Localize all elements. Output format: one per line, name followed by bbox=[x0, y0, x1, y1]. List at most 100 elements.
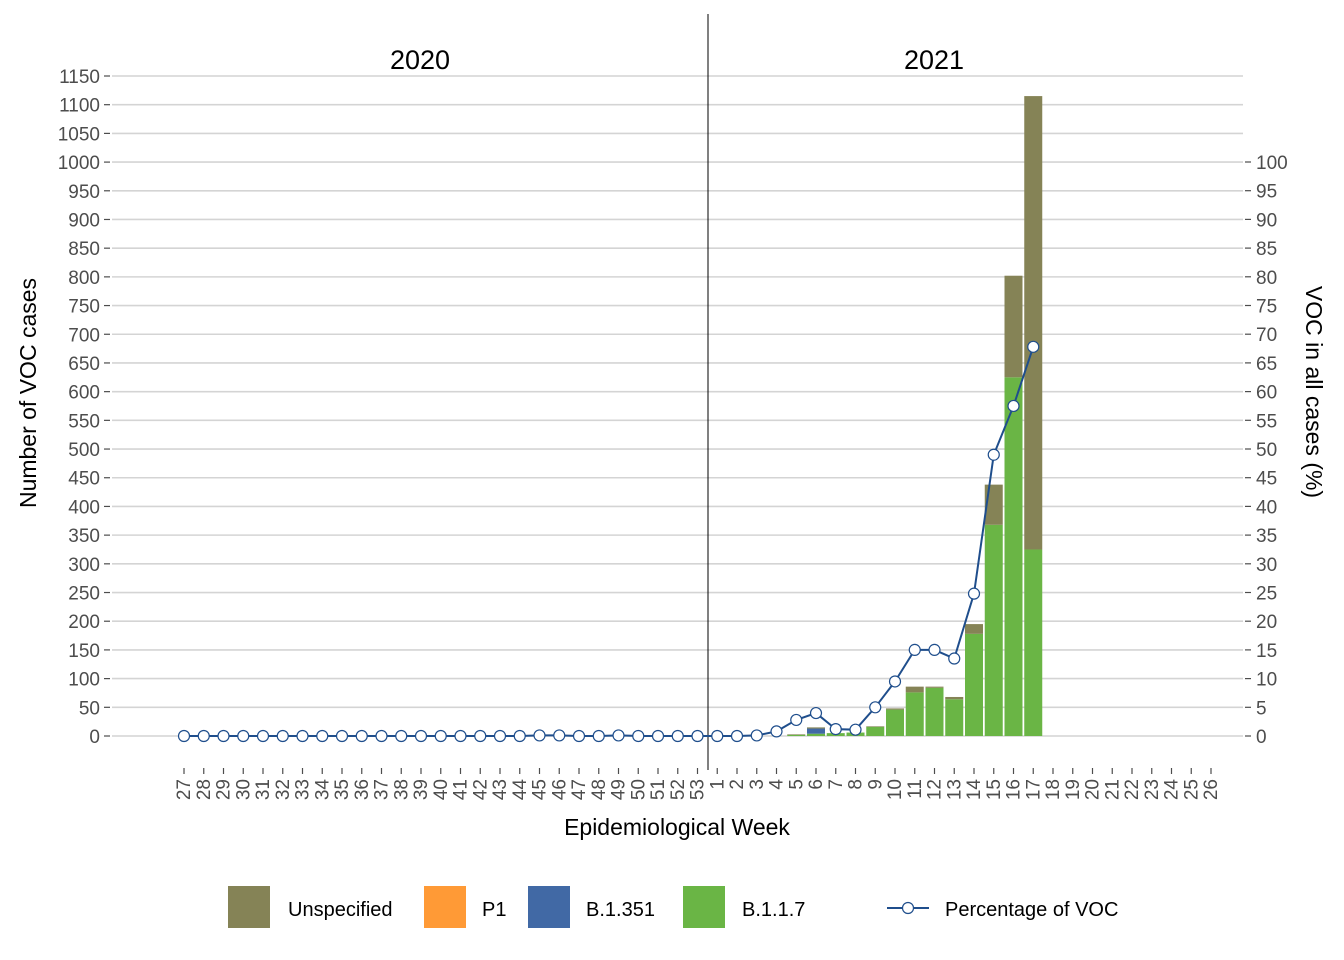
bar-segment bbox=[945, 696, 964, 700]
percentage-point bbox=[888, 675, 902, 688]
bar-segment bbox=[1024, 549, 1043, 736]
x-tick-label: 29 bbox=[214, 779, 235, 800]
y-tick-label: 1100 bbox=[59, 96, 100, 117]
legend-label: Unspecified bbox=[288, 899, 393, 921]
percentage-point bbox=[612, 729, 625, 742]
percentage-point bbox=[434, 729, 447, 743]
y2-tick-label: 20 bbox=[1256, 612, 1277, 633]
bar-segment bbox=[807, 733, 825, 736]
y2-tick-label: 5 bbox=[1256, 698, 1267, 719]
percentage-point bbox=[809, 706, 823, 720]
x-tick-label: 32 bbox=[273, 779, 294, 800]
percentage-point bbox=[632, 729, 645, 743]
y2-tick-label: 30 bbox=[1256, 555, 1277, 576]
x-tick-label: 23 bbox=[1142, 779, 1163, 800]
x-tick-label: 25 bbox=[1181, 779, 1202, 800]
y-axis-ticks: 0 50 100 150 200 250 300 350 400 450 500 550 600 650 7… bbox=[58, 67, 110, 748]
bar-segment bbox=[807, 727, 825, 729]
x-tick-label: 20 bbox=[1083, 779, 1104, 800]
x-tick-label: 9 bbox=[865, 779, 886, 790]
x-tick-label: 14 bbox=[964, 779, 985, 801]
percentage-point bbox=[414, 729, 428, 743]
legend-label: B.1.1.7 bbox=[742, 899, 805, 921]
y-tick-label: 1150 bbox=[59, 67, 100, 88]
x-tick-label: 11 bbox=[905, 779, 926, 799]
y-tick-label: 1000 bbox=[58, 153, 100, 174]
bar-segment bbox=[807, 728, 825, 734]
bar-segment bbox=[925, 686, 944, 688]
y2-tick-label: 15 bbox=[1256, 641, 1277, 662]
y-tick-label: 850 bbox=[68, 239, 100, 260]
x-tick-label: 16 bbox=[1004, 779, 1025, 800]
x-tick-label: 50 bbox=[628, 779, 649, 800]
percentage-point bbox=[671, 729, 684, 743]
y2-tick-label: 90 bbox=[1256, 210, 1277, 231]
bar-segment bbox=[1024, 96, 1043, 550]
percentage-point bbox=[355, 729, 368, 743]
percentage-point bbox=[256, 729, 270, 743]
percentage-point bbox=[987, 448, 1000, 461]
gridlines bbox=[112, 75, 1243, 737]
y-tick-label: 150 bbox=[68, 641, 100, 662]
y2-tick-label: 55 bbox=[1256, 411, 1277, 432]
legend-point-key bbox=[901, 901, 915, 915]
x-tick-label: 15 bbox=[984, 779, 1005, 800]
bar-segment bbox=[866, 726, 885, 736]
bar-segment bbox=[886, 708, 904, 710]
percentage-point bbox=[217, 729, 230, 743]
percentage-point bbox=[474, 729, 487, 743]
x-tick-label: 8 bbox=[846, 779, 867, 790]
x-tick-label: 28 bbox=[194, 779, 215, 800]
percentage-point bbox=[651, 729, 665, 743]
x-tick-label: 30 bbox=[233, 779, 254, 800]
x-tick-label: 46 bbox=[549, 779, 570, 800]
y2-axis-ticks: 0 5 10 15 20 25 30 35 40 45 50 55 60 65 70 75 80 85 90 95 10… bbox=[1245, 153, 1288, 748]
y2-tick-label: 60 bbox=[1256, 383, 1277, 404]
x-tick-label: 45 bbox=[530, 779, 551, 800]
x-tick-label: 35 bbox=[332, 779, 353, 800]
x-tick-label: 12 bbox=[925, 779, 946, 800]
percentage-point bbox=[316, 729, 329, 743]
x-tick-label: 10 bbox=[885, 779, 906, 800]
x-tick-label: 2 bbox=[727, 779, 748, 790]
y-tick-label: 0 bbox=[89, 727, 100, 748]
bar-segment bbox=[1004, 377, 1023, 736]
y2-tick-label: 25 bbox=[1256, 584, 1277, 605]
x-tick-label: 3 bbox=[747, 779, 768, 790]
percentage-line bbox=[177, 340, 1040, 743]
percentage-point bbox=[1007, 399, 1020, 413]
y-tick-label: 1050 bbox=[58, 124, 100, 145]
bar-segment bbox=[905, 686, 924, 693]
y2-tick-label: 50 bbox=[1256, 440, 1277, 461]
percentage-point bbox=[592, 729, 605, 743]
percentage-point bbox=[533, 729, 546, 742]
x-axis-title: Epidemiological Week bbox=[564, 814, 790, 840]
percentage-point bbox=[572, 729, 586, 743]
x-tick-label: 26 bbox=[1201, 779, 1222, 800]
percentage-point bbox=[335, 729, 349, 743]
y-tick-label: 700 bbox=[68, 325, 100, 346]
y-tick-label: 300 bbox=[68, 555, 100, 576]
percentage-point bbox=[908, 643, 921, 657]
y-tick-label: 250 bbox=[68, 584, 100, 605]
x-tick-label: 1 bbox=[707, 779, 728, 790]
bar-segment bbox=[965, 624, 983, 634]
y-tick-label: 350 bbox=[68, 526, 100, 547]
bar-segment bbox=[945, 699, 964, 736]
y2-tick-label: 95 bbox=[1256, 182, 1277, 203]
x-tick-label: 7 bbox=[826, 779, 847, 790]
x-tick-label: 53 bbox=[688, 779, 709, 800]
percentage-point bbox=[1027, 340, 1040, 353]
x-tick-label: 13 bbox=[944, 779, 965, 800]
y-tick-label: 650 bbox=[68, 354, 100, 375]
x-tick-label: 36 bbox=[352, 779, 373, 800]
x-tick-label: 49 bbox=[609, 779, 630, 800]
bars bbox=[787, 96, 1043, 736]
percentage-point bbox=[493, 729, 507, 743]
x-tick-label: 21 bbox=[1102, 779, 1123, 800]
percentage-point bbox=[395, 729, 408, 743]
x-tick-label: 34 bbox=[312, 779, 333, 801]
y2-axis-title: VOC in all cases (%) bbox=[1301, 286, 1327, 498]
x-tick-label: 27 bbox=[174, 779, 195, 800]
percentage-point bbox=[375, 729, 388, 743]
